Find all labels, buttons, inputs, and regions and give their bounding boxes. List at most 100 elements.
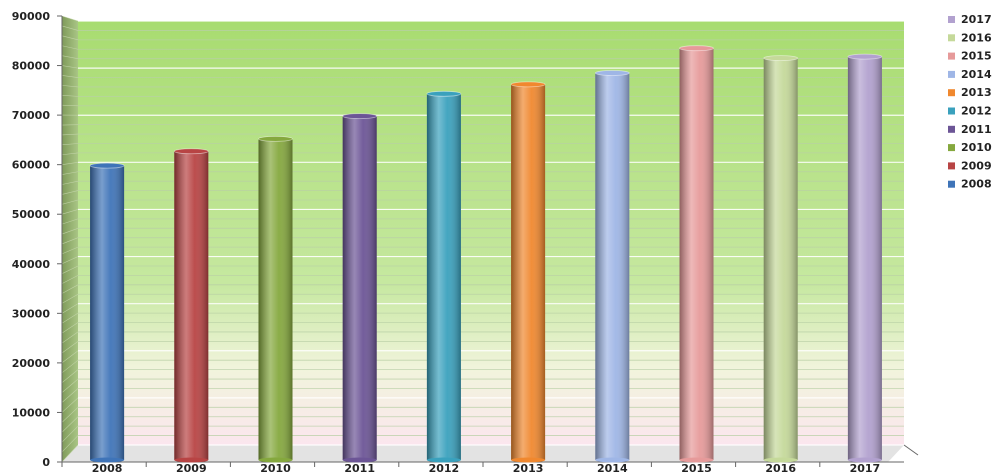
bar-base bbox=[174, 457, 209, 463]
legend-swatch bbox=[948, 34, 955, 42]
bar-base bbox=[342, 457, 377, 463]
y-tick-label: 90000 bbox=[12, 10, 51, 23]
side-gridline bbox=[61, 256, 79, 265]
x-tick-label: 2017 bbox=[850, 462, 881, 473]
y-tick-label: 70000 bbox=[12, 109, 51, 122]
bar-shading bbox=[511, 84, 546, 461]
side-gridline bbox=[61, 444, 79, 463]
side-gridline bbox=[61, 190, 79, 195]
side-wall bbox=[62, 16, 78, 462]
side-gridline bbox=[61, 171, 79, 175]
bar-base bbox=[511, 457, 546, 463]
side-gridline bbox=[61, 94, 79, 97]
side-gridline bbox=[61, 180, 79, 185]
bar-top bbox=[594, 70, 630, 76]
bar-top bbox=[426, 90, 462, 97]
legend-label: 2016 bbox=[961, 31, 992, 44]
bar-base bbox=[426, 457, 461, 463]
side-gridline bbox=[61, 293, 79, 304]
side-gridline bbox=[61, 359, 79, 374]
side-gridline bbox=[61, 45, 79, 50]
side-gridline bbox=[61, 275, 79, 284]
side-gridline bbox=[61, 369, 79, 383]
side-gridline bbox=[61, 246, 79, 255]
y-tick-label: 20000 bbox=[12, 357, 51, 370]
legend-label: 2017 bbox=[961, 13, 992, 26]
x-tick-label: 2011 bbox=[344, 462, 375, 473]
bar-2010 bbox=[258, 135, 293, 463]
side-gridline bbox=[61, 35, 79, 41]
side-gridline bbox=[61, 322, 79, 334]
bar-2012 bbox=[426, 90, 462, 463]
side-gridline bbox=[61, 162, 79, 165]
legend-swatch bbox=[948, 125, 955, 133]
side-gridline bbox=[61, 284, 79, 294]
y-tick-label: 10000 bbox=[12, 406, 51, 419]
bar-2016 bbox=[763, 55, 799, 463]
bar-2008 bbox=[89, 162, 125, 463]
legend-swatch bbox=[948, 144, 955, 152]
x-tick-label: 2016 bbox=[765, 462, 796, 473]
y-tick-label: 80000 bbox=[12, 60, 51, 73]
bar-shading bbox=[174, 151, 209, 460]
bar-shading bbox=[426, 93, 461, 461]
y-tick-label: 50000 bbox=[12, 208, 51, 221]
bar-shading bbox=[258, 138, 293, 461]
bar-top bbox=[763, 55, 799, 62]
side-gridline bbox=[61, 199, 79, 205]
x-axis-depth-line bbox=[903, 444, 919, 456]
bar-base bbox=[847, 457, 882, 463]
bar-top bbox=[847, 53, 883, 60]
x-tick-label: 2014 bbox=[597, 462, 628, 473]
side-gridline bbox=[61, 218, 79, 225]
legend-swatch bbox=[948, 52, 955, 60]
bar-shading bbox=[90, 165, 125, 460]
bars bbox=[89, 45, 883, 463]
side-gridline bbox=[61, 65, 79, 69]
x-tick-label: 2015 bbox=[681, 462, 712, 473]
bar-top bbox=[342, 113, 378, 120]
side-gridline bbox=[61, 143, 79, 146]
bar-top bbox=[258, 135, 293, 142]
side-gridline bbox=[61, 350, 79, 364]
side-gridline bbox=[61, 152, 79, 156]
bar-2009 bbox=[173, 148, 209, 463]
bar-base bbox=[763, 457, 798, 463]
bar-2014 bbox=[594, 70, 630, 463]
x-tick-label: 2010 bbox=[260, 462, 291, 473]
side-gridline bbox=[61, 25, 79, 31]
legend-swatch bbox=[948, 162, 955, 170]
legend-label: 2014 bbox=[961, 68, 992, 81]
legend-swatch bbox=[948, 107, 955, 115]
side-gridline bbox=[61, 312, 79, 324]
bar-top bbox=[510, 81, 546, 88]
legend-label: 2015 bbox=[961, 50, 992, 63]
side-gridline bbox=[61, 378, 79, 393]
side-gridline bbox=[61, 104, 79, 107]
side-gridline bbox=[61, 416, 79, 433]
side-gridline bbox=[61, 15, 79, 22]
legend-label: 2011 bbox=[961, 123, 992, 136]
legend-label: 2012 bbox=[961, 105, 992, 118]
legend-swatch bbox=[948, 16, 955, 23]
bar-base bbox=[258, 457, 293, 463]
side-gridline bbox=[61, 435, 79, 453]
side-gridline bbox=[61, 133, 79, 136]
x-tick-label: 2012 bbox=[429, 462, 460, 473]
bar-top bbox=[173, 148, 209, 155]
side-gridline bbox=[61, 228, 79, 235]
y-tick-label: 40000 bbox=[12, 258, 51, 271]
legend-label: 2013 bbox=[961, 86, 992, 99]
y-tick-label: 30000 bbox=[12, 307, 51, 320]
y-axis-ticks: 0 10000 20000 30000 40000 50000 60000 70000 8000… bbox=[12, 10, 62, 469]
side-gridline bbox=[61, 85, 79, 88]
side-gridline bbox=[61, 265, 79, 274]
bar-shading bbox=[679, 48, 714, 460]
bar-base bbox=[90, 457, 125, 463]
y-tick-label: 0 bbox=[42, 456, 50, 469]
bar-shading bbox=[763, 58, 798, 460]
side-gridline bbox=[61, 388, 79, 403]
x-tick-label: 2013 bbox=[513, 462, 544, 473]
legend-swatch bbox=[948, 89, 955, 97]
